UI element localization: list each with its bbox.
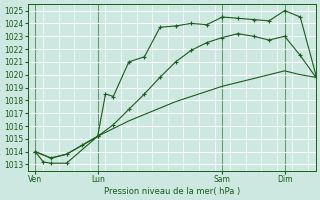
X-axis label: Pression niveau de la mer( hPa ): Pression niveau de la mer( hPa ) (104, 187, 240, 196)
